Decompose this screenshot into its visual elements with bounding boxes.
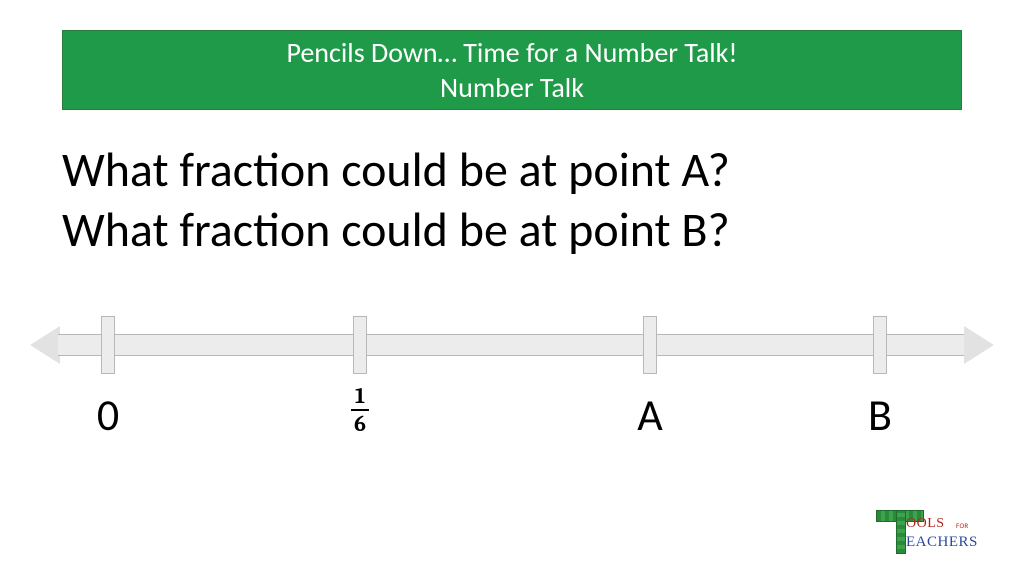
number-line-tick [101, 316, 115, 374]
logo-eachers-text: EACHERS [906, 534, 978, 551]
logo-for-text: FOR [956, 521, 969, 530]
header-banner: Pencils Down… Time for a Number Talk! Nu… [62, 30, 962, 110]
header-line-1: Pencils Down… Time for a Number Talk! [286, 35, 737, 70]
number-line-tick [353, 316, 367, 374]
number-line-label: 0 [97, 388, 119, 442]
logo-ools-text: OOLS [906, 516, 945, 532]
number-line: 0 16 A B [30, 310, 994, 490]
number-line-tick [643, 316, 657, 374]
question-block: What fraction could be at point A? What … [62, 140, 962, 260]
arrow-left-icon [30, 326, 60, 364]
number-line-bar [30, 334, 994, 356]
tools-for-teachers-logo: OOLS FOR EACHERS [876, 510, 996, 562]
number-line-fraction-label: 16 [351, 385, 369, 435]
logo-ruler-vertical-icon [896, 510, 906, 554]
number-line-label: B [868, 388, 892, 442]
header-line-2: Number Talk [440, 70, 584, 105]
arrow-right-icon [964, 326, 994, 364]
question-a: What fraction could be at point A? [62, 140, 962, 200]
number-line-label: A [637, 388, 662, 442]
question-b: What fraction could be at point B? [62, 200, 962, 260]
number-line-tick [873, 316, 887, 374]
number-line-shaft [58, 334, 966, 356]
